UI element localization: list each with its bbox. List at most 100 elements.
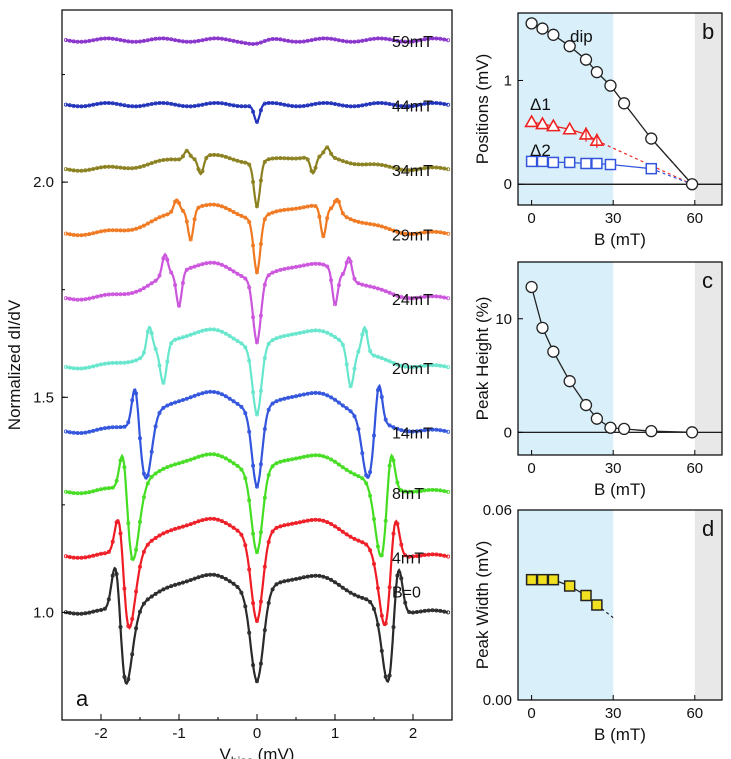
trace-point (407, 610, 412, 615)
trace-point (395, 573, 400, 578)
trace-point (110, 485, 115, 490)
trace-point (106, 292, 111, 297)
trace-point (329, 206, 334, 211)
trace-point (192, 39, 197, 44)
trace-point (215, 203, 220, 208)
trace-markers (63, 388, 451, 489)
trace-point (340, 103, 345, 108)
trace-point (99, 487, 104, 492)
trace-point (364, 221, 369, 226)
trace-point (180, 580, 185, 585)
trace-point (434, 165, 439, 170)
trace-point (130, 166, 135, 171)
trace-point (399, 294, 404, 299)
trace-point (403, 600, 408, 605)
trace-point (215, 453, 220, 458)
trace-point (438, 101, 443, 106)
data-point (536, 321, 549, 334)
series-label-dip: dip (570, 27, 593, 46)
trace-point (235, 585, 240, 590)
trace-point (208, 516, 213, 521)
data-point (525, 573, 538, 586)
trace-point (325, 520, 330, 525)
trace-point (122, 674, 127, 679)
data-point (617, 422, 631, 436)
trace-point (422, 294, 427, 299)
trace-point (204, 37, 209, 42)
trace-point (293, 39, 298, 44)
trace-point (87, 429, 92, 434)
trace-point (293, 331, 298, 336)
trace-point (204, 517, 209, 522)
trace-point (352, 218, 357, 223)
trace-point (227, 333, 232, 338)
trace-point (130, 617, 135, 622)
trace-point (317, 36, 322, 41)
trace-markers (63, 256, 451, 345)
trace-point (282, 333, 287, 338)
trace-point (79, 233, 84, 238)
trace-point (192, 157, 197, 162)
trace-point (430, 229, 435, 234)
trace-point (208, 36, 213, 41)
trace-point (309, 203, 314, 208)
trace-point (118, 531, 123, 536)
trace-point (336, 157, 341, 162)
trace-point (87, 167, 92, 172)
trace-point (313, 453, 318, 458)
trace-point (379, 224, 384, 229)
trace-point (223, 576, 228, 581)
trace-point (184, 148, 189, 153)
y-tick-label: 1 (504, 72, 512, 89)
trace-point (274, 336, 279, 341)
trace-point (254, 270, 259, 275)
panel-label-a: a (76, 686, 89, 711)
trace-point (235, 158, 240, 163)
trace-point (309, 518, 314, 523)
data-point (591, 599, 603, 611)
trace-point (235, 271, 240, 276)
trace-point (301, 330, 306, 335)
data-point (545, 118, 561, 132)
trace-point (247, 498, 252, 503)
trace-point (180, 280, 185, 285)
trace-point (212, 202, 217, 207)
trace-point (173, 102, 178, 107)
trace-point (176, 38, 181, 43)
trace-point (106, 486, 111, 491)
trace-point (63, 489, 68, 494)
trace-point (243, 411, 248, 416)
trace-point (176, 200, 181, 205)
trace-point (71, 297, 76, 302)
trace-point (379, 356, 384, 361)
trace-point (137, 564, 142, 569)
data-point (563, 580, 576, 592)
trace-point (290, 207, 295, 212)
trace-point (266, 407, 271, 412)
trace-point (102, 606, 107, 611)
trace-point (219, 454, 224, 459)
trace-point (215, 153, 220, 158)
x-tick-label: 0 (527, 210, 535, 227)
trace-point (63, 38, 68, 43)
trace-point (418, 166, 423, 171)
trace-point (219, 575, 224, 580)
trace-point (410, 167, 415, 172)
trace-point (278, 580, 283, 585)
trace-point (399, 363, 404, 368)
trace-point (130, 39, 135, 44)
trace-point (379, 101, 384, 106)
trace-point (114, 292, 119, 297)
trace-point (274, 525, 279, 530)
data-point (536, 573, 549, 586)
trace-point (414, 103, 419, 108)
trace-point (91, 231, 96, 236)
trace-point (254, 484, 259, 489)
trace-point (231, 38, 236, 43)
trace-point (293, 104, 298, 109)
trace-point (134, 391, 139, 396)
trace-point (442, 230, 447, 235)
trace-point (215, 390, 220, 395)
trace-point (122, 166, 127, 171)
delta2-extrapolation (651, 168, 693, 185)
